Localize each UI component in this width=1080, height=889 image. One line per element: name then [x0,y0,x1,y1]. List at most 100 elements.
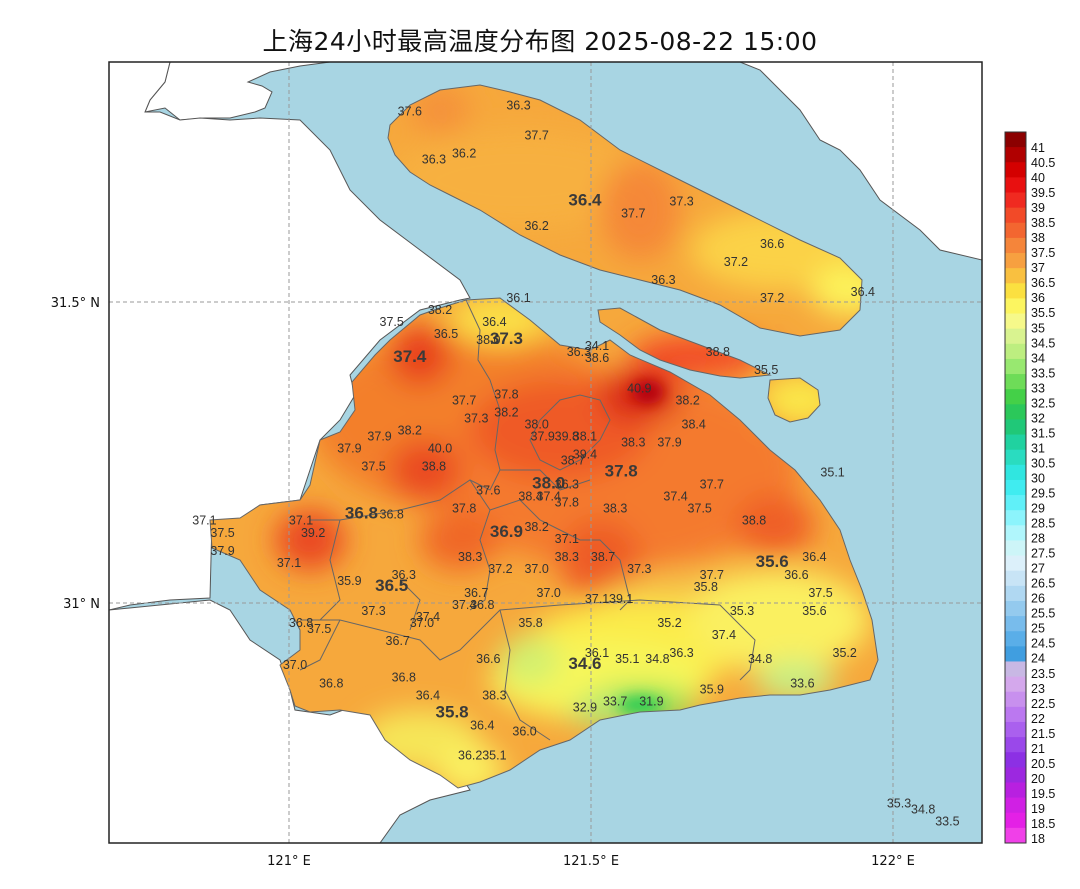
colorbar-swatch [1005,540,1026,557]
station-value: 36.3 [506,98,530,112]
station-value: 36.8 [392,670,416,684]
colorbar-tick-label: 21.5 [1031,727,1055,741]
station-value: 38.4 [518,490,542,504]
station-value: 37.5 [808,586,832,600]
colorbar-tick-label: 20 [1031,772,1045,786]
station-value: 38.2 [428,303,452,317]
jiangsu-north-bank [330,62,982,261]
station-value: 35.9 [700,682,724,696]
lat-label: 31° N [63,597,100,612]
station-value: 37.0 [283,658,307,672]
colorbar-swatch [1005,449,1026,466]
station-value: 37.7 [452,393,476,407]
colorbar-swatch [1005,434,1026,451]
map-title: 上海24小时最高温度分布图 2025-08-22 15:00 [262,27,818,56]
station-value: 37.9 [531,429,555,443]
station-value: 37.4 [712,628,736,642]
colorbar-swatch [1005,661,1026,678]
station-value: 37.5 [688,502,712,516]
colorbar-tick-label: 19 [1031,802,1045,816]
station-value: 37.1 [555,532,579,546]
colorbar-tick-label: 21 [1031,742,1045,756]
station-value: 38.2 [398,423,422,437]
station-value: 36.3 [567,345,591,359]
colorbar-tick-label: 30.5 [1031,456,1055,470]
station-value: 37.4 [537,490,561,504]
colorbar-swatch [1005,268,1026,284]
station-value: 36.8 [319,676,343,690]
colorbar-tick-label: 26 [1031,592,1045,606]
station-value: 36.7 [386,634,410,648]
lon-label: 122° E [871,854,915,869]
colorbar-swatch [1005,404,1026,420]
station-value: 38.2 [524,520,548,534]
station-value: 36.2 [452,147,476,161]
station-value: 35.1 [820,466,844,480]
station-value: 37.2 [760,291,784,305]
station-value: 36.2 [524,219,548,233]
station-value: 34.1 [585,339,609,353]
station-value: 35.6 [802,604,826,618]
station-value: 36.3 [555,478,579,492]
colorbar-swatch [1005,192,1026,209]
colorbar-swatch [1005,752,1026,768]
station-value: 31.9 [639,694,663,708]
station-value: 38.3 [603,502,627,516]
colorbar-tick-label: 18.5 [1031,817,1055,831]
station-value: 38.2 [675,393,699,407]
station-value: 37.6 [398,104,422,118]
station-value: 37.4 [452,598,476,612]
colorbar-tick-label: 31 [1031,441,1045,455]
station-value: 37.7 [700,568,724,582]
station-value: 38.3 [555,550,579,564]
station-value: 33.5 [935,815,959,829]
station-value: 36.3 [651,273,675,287]
colorbar-tick-label: 19.5 [1031,787,1055,801]
colorbar-tick-label: 33.5 [1031,366,1055,380]
colorbar-tick-label: 38.5 [1031,216,1055,230]
station-value: 37.3 [361,604,385,618]
station-value: 36.6 [784,568,808,582]
colorbar-swatch [1005,691,1026,708]
colorbar-tick-label: 30 [1031,471,1045,485]
gridlines [109,62,982,843]
station-value: 36.5 [434,327,458,341]
station-value: 37.0 [524,562,548,576]
station-value: 38.2 [494,405,518,419]
colorbar-swatch [1005,313,1026,330]
colorbar-swatch [1005,464,1026,481]
colorbar-tick-label: 32 [1031,411,1045,425]
station-value: 37.9 [210,544,234,558]
station-value: 37.5 [307,622,331,636]
colorbar-tick-label: 40 [1031,171,1045,185]
station-value: 35.3 [730,604,754,618]
colorbar-swatch [1005,616,1026,632]
station-value: 37.4 [663,490,687,504]
station-value: 38.0 [476,333,500,347]
colorbar-swatch [1005,797,1026,814]
station-value: 37.8 [555,496,579,510]
station-value: 38.1 [573,429,597,443]
station-value: 37.8 [452,502,476,516]
station-value: 36.6 [760,237,784,251]
colorbar-tick-label: 35.5 [1031,306,1055,320]
station-value: 36.2 [458,749,482,763]
station-value: 37.5 [380,315,404,329]
station-value: 36.3 [669,646,693,660]
district-value: 36.8 [345,504,378,523]
station-value: 35.8 [518,616,542,630]
station-value: 38.6 [585,351,609,365]
colorbar-tick-label: 35 [1031,321,1045,335]
station-value: 35.5 [754,363,778,377]
station-value: 37.1 [277,556,301,570]
lon-label: 121° E [267,854,311,869]
colorbar-tick-label: 25.5 [1031,607,1055,621]
colorbar-swatch [1005,767,1026,783]
station-value: 36.8 [380,508,404,522]
station-value: 37.2 [488,562,512,576]
station-value: 36.8 [289,616,313,630]
lat-label: 31.5° N [51,296,100,311]
station-value: 36.1 [585,646,609,660]
station-value: 37.1 [289,514,313,528]
